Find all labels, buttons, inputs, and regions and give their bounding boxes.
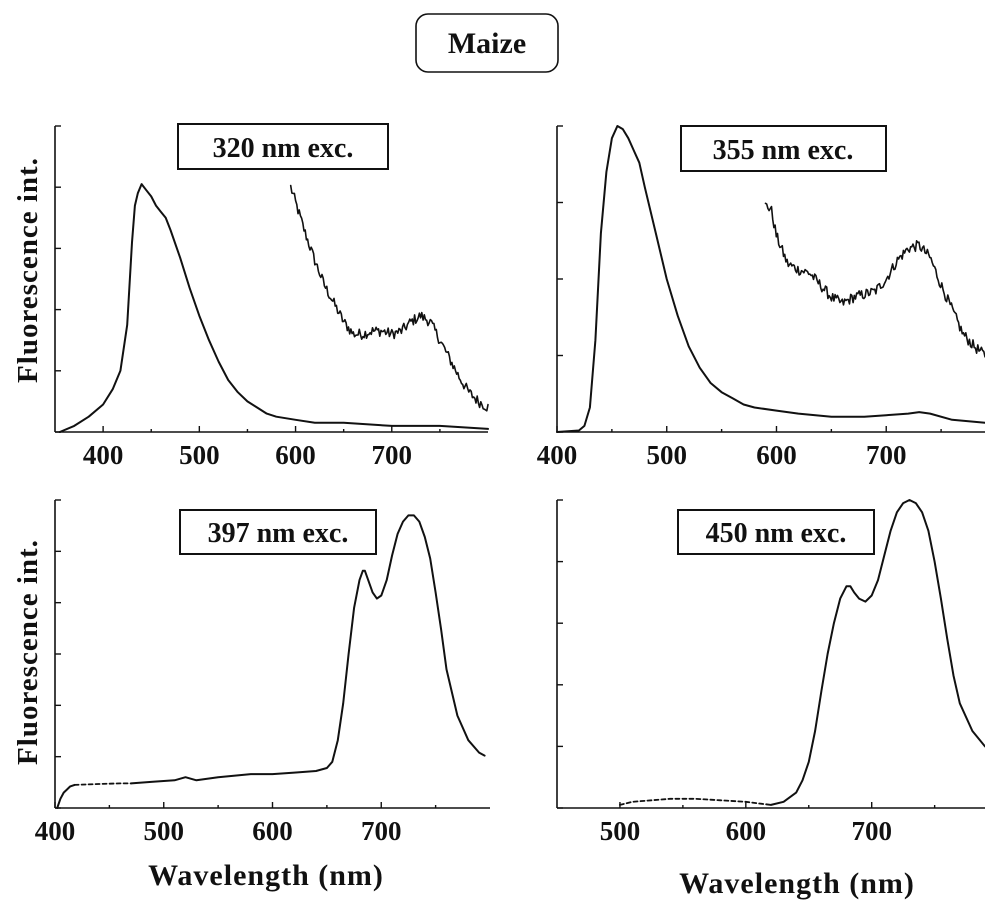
x-ticks: 400 500 600 700	[537, 426, 942, 470]
panel-top-left: 400 500 600 700 320 nm exc.	[54, 123, 489, 470]
series-line-bottom-left-2	[130, 514, 486, 785]
panel-badge: 320 nm exc.	[177, 123, 389, 170]
series-group	[556, 125, 985, 433]
series-line-top-right-1	[764, 202, 985, 358]
series-line-bottom-right-0	[619, 797, 772, 806]
panel-badge-text: 320 nm exc.	[213, 133, 354, 164]
x-tick-label-bottom-left-1: 500	[144, 816, 185, 846]
figure-title: Maize	[415, 13, 559, 73]
x-tick-label-top-right-3: 700	[866, 440, 907, 470]
x-tick-label-top-left-1: 500	[179, 440, 220, 470]
x-axis-label-left: Wavelength (nm)	[148, 859, 384, 892]
y-ticks	[55, 499, 61, 809]
series-group	[58, 183, 489, 433]
x-tick-label-top-left-2: 600	[275, 440, 316, 470]
x-tick-label-bottom-right-0: 500	[600, 816, 641, 846]
series-line-bottom-right-1	[770, 499, 985, 806]
panel-badge-text: 355 nm exc.	[713, 135, 854, 166]
series-line-bottom-left-0	[56, 783, 76, 809]
panel-badge: 355 nm exc.	[680, 125, 887, 172]
x-tick-label-bottom-left-3: 700	[361, 816, 402, 846]
x-ticks: 400 500 600 700	[83, 426, 441, 470]
panel-bottom-left: 400 500 600 700 397 nm exc.	[35, 499, 490, 846]
x-tick-label-top-right-2: 600	[756, 440, 797, 470]
figure-title-text: Maize	[448, 27, 526, 60]
panel-bottom-right: 500 600 700 450 nm exc.	[556, 499, 985, 846]
x-tick-label-bottom-right-1: 600	[726, 816, 767, 846]
x-ticks: 500 600 700	[600, 802, 936, 846]
x-tick-label-bottom-left-0: 400	[35, 816, 76, 846]
panel-badge-text: 450 nm exc.	[706, 518, 847, 549]
x-axis-label-right: Wavelength (nm)	[679, 867, 915, 900]
x-ticks: 400 500 600 700	[35, 802, 437, 846]
y-axis-label-bottom: Fluorescence int.	[12, 539, 44, 765]
y-ticks	[55, 125, 61, 433]
y-axis-label-top: Fluorescence int.	[12, 157, 44, 383]
x-tick-label-top-left-3: 700	[372, 440, 413, 470]
series-group	[619, 499, 985, 806]
x-tick-label-top-right-0: 400	[537, 440, 578, 470]
panel-top-right: 400 500 600 700 355 nm exc.	[537, 125, 985, 470]
series-line-top-left-0	[58, 183, 489, 433]
panel-badge-text: 397 nm exc.	[208, 518, 349, 549]
x-tick-label-bottom-right-2: 700	[851, 816, 892, 846]
y-ticks	[557, 499, 563, 809]
panel-badge: 397 nm exc.	[179, 509, 377, 555]
x-tick-label-top-left-0: 400	[83, 440, 124, 470]
series-line-top-left-1	[289, 184, 489, 412]
y-ticks	[557, 125, 563, 433]
series-group	[56, 514, 486, 809]
x-tick-label-top-right-1: 500	[646, 440, 687, 470]
series-line-top-right-0	[556, 125, 985, 433]
series-line-bottom-left-1	[73, 782, 132, 786]
panel-badge: 450 nm exc.	[677, 509, 875, 555]
x-tick-label-bottom-left-2: 600	[252, 816, 293, 846]
